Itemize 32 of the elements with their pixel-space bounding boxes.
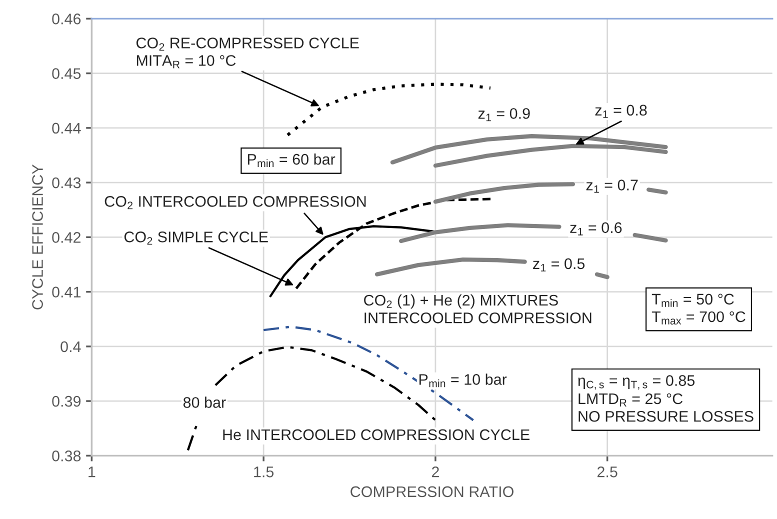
- series-label: z$_{1}$ = 0.8: [595, 104, 647, 118]
- series-label: z$_{1}$ = 0.7: [586, 180, 638, 193]
- text: η$_{C,s}$ = η$_{T,s}$ = 0.85 LMTD$_{R}$ = 25 °C NO PRESSURE LOSSES: [578, 375, 754, 422]
- y-tick-label: 0.45: [52, 68, 81, 79]
- series-label: P$_{min}$ = 10 bar: [419, 374, 507, 388]
- x-tick-label: 2.5: [597, 466, 618, 478]
- x-tick-label: 2: [432, 466, 439, 478]
- annotation: CO$_{2}$ (1) + He (2) MIXTURES INTERCOOLED COMPRESSION: [364, 294, 592, 324]
- y-tick-label: 0.4: [60, 341, 81, 352]
- line-series: [390, 134, 668, 164]
- y-tick-label: 0.39: [52, 396, 81, 407]
- y-tick-label: 0.42: [52, 232, 81, 243]
- x-tick-label: 1.5: [254, 466, 274, 478]
- y-axis-title: CYCLE EFFICIENCY: [32, 164, 43, 310]
- annotation: CO$_{2}$ INTERCOOLED COMPRESSION: [104, 196, 366, 210]
- x-axis-title: COMPRESSION RATIO: [350, 486, 514, 498]
- series-label: z$_{1}$ = 0.5: [533, 258, 585, 272]
- annotation: P$_{min}$ = 60 bar: [248, 154, 336, 167]
- x-tick-label: 1: [88, 466, 96, 478]
- series-label: z$_{1}$ = 0.6: [570, 222, 622, 236]
- annotation: He INTERCOOLED COMPRESSION CYCLE: [223, 429, 530, 440]
- annotation: CO$_{2}$ SIMPLE CYCLE: [124, 232, 268, 245]
- y-tick-label: 0.44: [52, 122, 81, 134]
- y-tick-label: 0.43: [52, 177, 81, 188]
- y-tick-label: 0.41: [52, 286, 81, 298]
- annotation: CO$_{2}$ RE-COMPRESSED CYCLE MITA$_{R}$ = 10 °C: [136, 38, 359, 68]
- series-label: 80 bar: [183, 396, 226, 408]
- line-series: [286, 82, 492, 137]
- series-label: z$_{1}$ = 0.9: [478, 108, 530, 122]
- y-tick-label: 0.46: [52, 14, 81, 24]
- y-tick-label: 0.38: [52, 450, 81, 462]
- text: T$_{min}$ = 50 °C T$_{max}$ = 700 °C: [652, 294, 746, 325]
